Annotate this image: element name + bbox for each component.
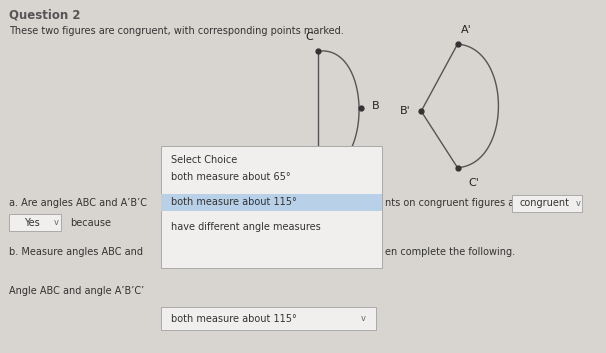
Text: C': C' bbox=[468, 178, 479, 188]
Text: B: B bbox=[371, 101, 379, 111]
Text: v: v bbox=[361, 314, 366, 323]
Text: A: A bbox=[311, 185, 319, 195]
FancyBboxPatch shape bbox=[512, 195, 582, 212]
Text: both measure about 115°: both measure about 115° bbox=[171, 313, 298, 324]
Text: These two figures are congruent, with corresponding points marked.: These two figures are congruent, with co… bbox=[9, 26, 344, 36]
Text: Angle ABC and angle A’B’C’: Angle ABC and angle A’B’C’ bbox=[9, 286, 144, 296]
Text: because: because bbox=[70, 218, 111, 228]
Text: Question 2: Question 2 bbox=[9, 9, 81, 22]
FancyBboxPatch shape bbox=[9, 214, 61, 231]
Text: Select Choice: Select Choice bbox=[171, 155, 238, 165]
Text: v: v bbox=[576, 199, 581, 208]
Text: congruent: congruent bbox=[519, 198, 569, 208]
Text: have different angle measures: have different angle measures bbox=[171, 222, 321, 232]
Text: v: v bbox=[54, 218, 59, 227]
Text: C: C bbox=[305, 32, 313, 42]
Text: a. Are angles ABC and A’B’C: a. Are angles ABC and A’B’C bbox=[9, 198, 147, 208]
FancyBboxPatch shape bbox=[161, 194, 382, 211]
Text: both measure about 65°: both measure about 65° bbox=[171, 172, 291, 182]
Text: both measure about 115°: both measure about 115° bbox=[171, 197, 298, 207]
Text: B': B' bbox=[399, 106, 410, 116]
Text: Yes: Yes bbox=[24, 218, 40, 228]
FancyBboxPatch shape bbox=[161, 307, 376, 330]
Text: A': A' bbox=[461, 25, 471, 35]
Text: en complete the following.: en complete the following. bbox=[385, 247, 515, 257]
Text: nts on congruent figures are: nts on congruent figures are bbox=[385, 198, 524, 208]
Text: b. Measure angles ABC and: b. Measure angles ABC and bbox=[9, 247, 143, 257]
FancyBboxPatch shape bbox=[161, 146, 382, 268]
